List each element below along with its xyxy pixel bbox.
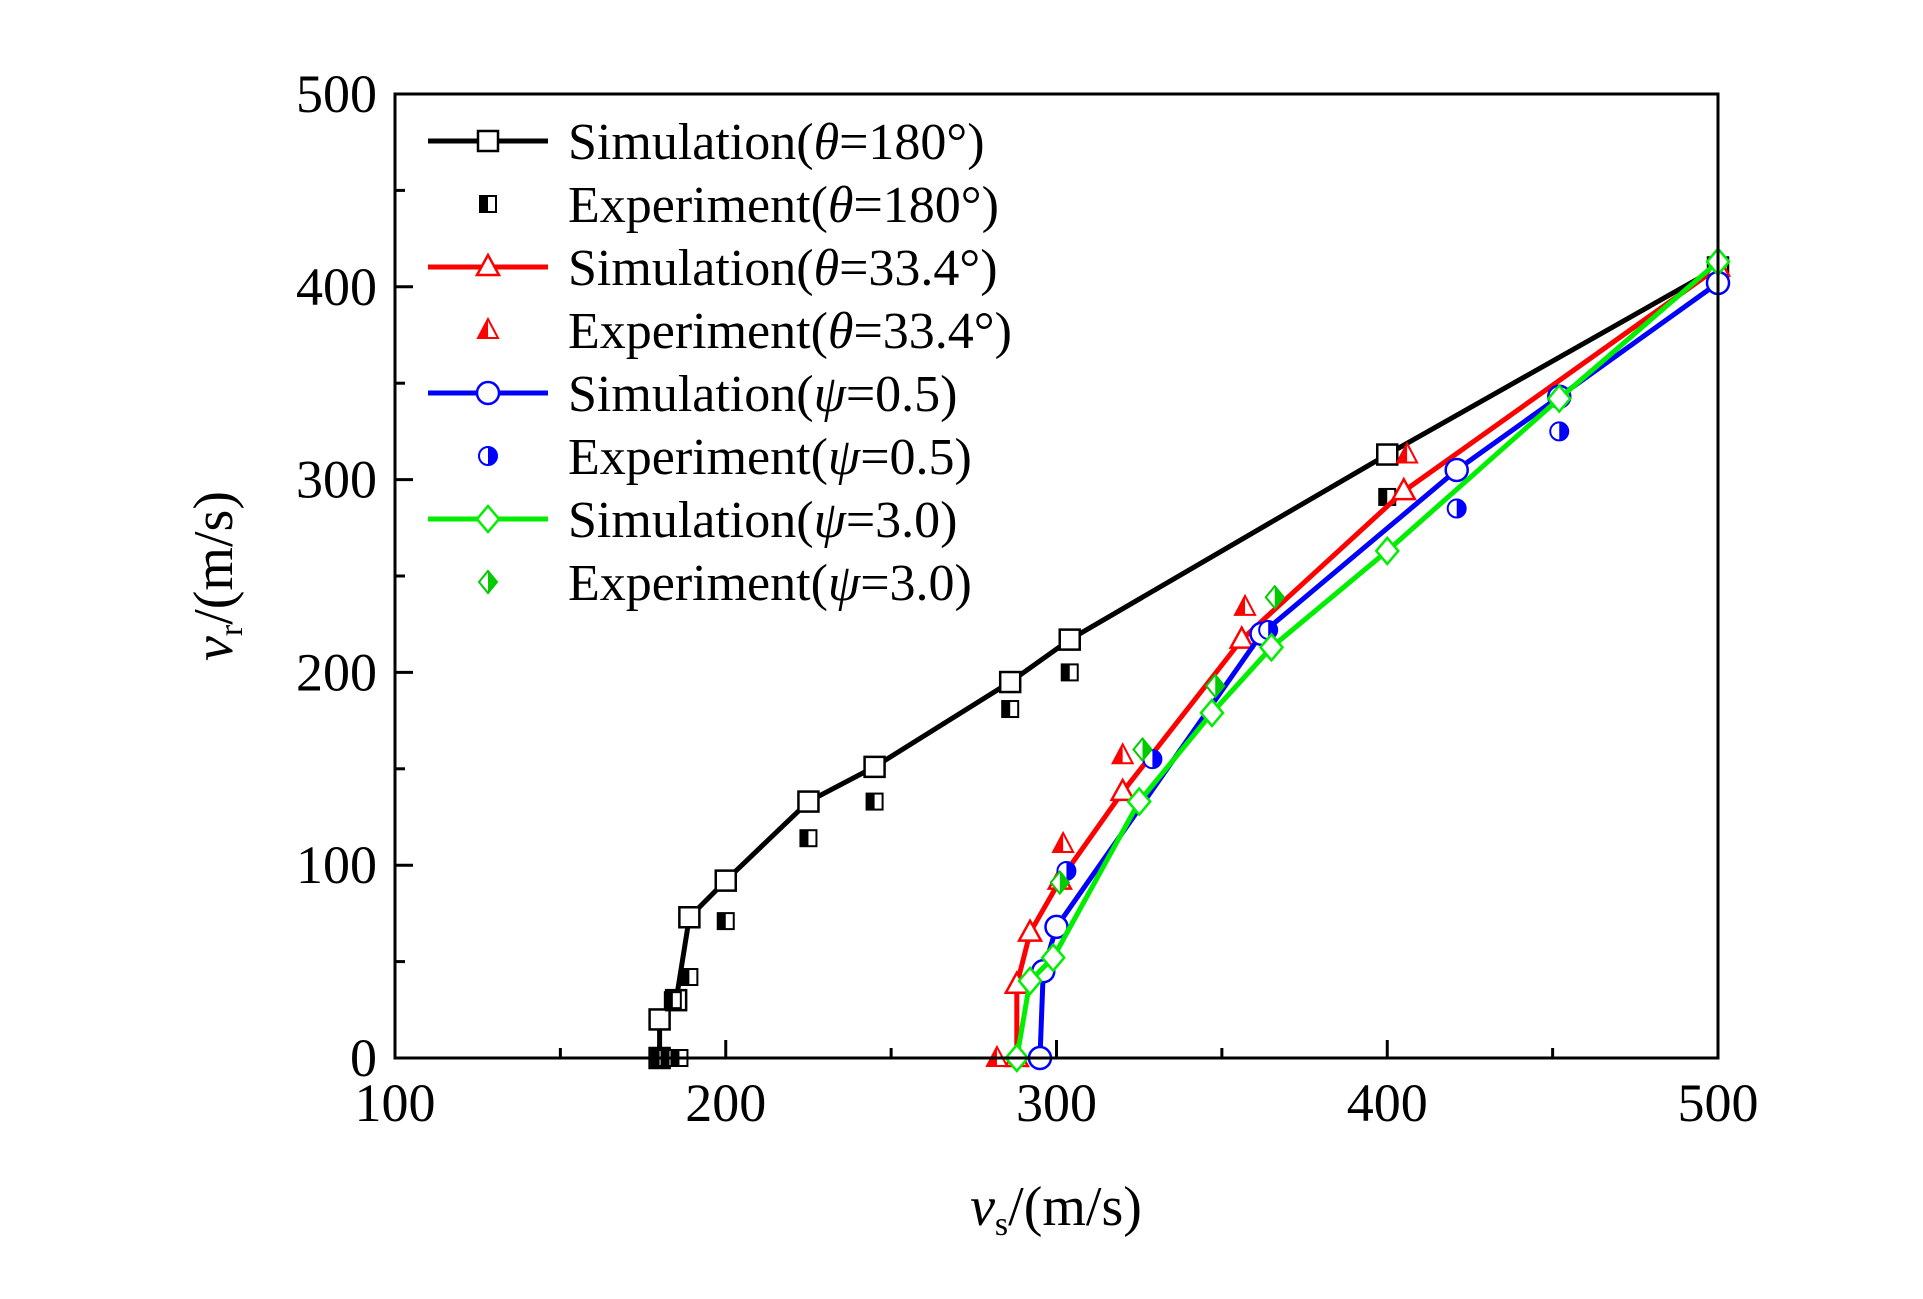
data-point	[1204, 673, 1226, 699]
data-point	[1001, 700, 1020, 719]
y-tick-label: 0	[350, 1028, 377, 1088]
data-point	[1390, 476, 1417, 501]
legend-label: Simulation(ψ=3.0)	[568, 492, 958, 549]
series-3	[985, 441, 1419, 1067]
legend-entry: Simulation(θ=33.4°)	[428, 240, 998, 297]
data-point	[663, 991, 682, 1010]
data-point	[1049, 869, 1071, 896]
x-tick-label: 500	[1678, 1073, 1759, 1133]
data-point	[1376, 443, 1399, 466]
legend-entry: Experiment(ψ=3.0)	[477, 555, 972, 612]
data-point	[1040, 942, 1066, 973]
legend-marker	[476, 129, 500, 153]
legend-marker	[477, 569, 499, 595]
data-point	[797, 790, 820, 813]
x-tick-label: 200	[685, 1073, 766, 1133]
legend-entry: Experiment(ψ=0.5)	[478, 429, 972, 486]
legend-marker	[478, 446, 498, 466]
data-point	[1549, 421, 1570, 442]
legend-label: Simulation(θ=33.4°)	[568, 240, 998, 297]
data-point	[1374, 536, 1400, 566]
legend-marker	[476, 316, 500, 339]
legend-entry: Experiment(θ=33.4°)	[476, 303, 1012, 360]
legend-marker	[475, 380, 501, 406]
data-point	[1017, 965, 1043, 996]
legend-entry: Simulation(ψ=3.0)	[428, 492, 958, 549]
data-point	[1444, 457, 1469, 483]
x-tick-label: 400	[1347, 1073, 1428, 1133]
y-tick-label: 200	[296, 642, 377, 702]
series-line	[1037, 280, 1720, 1059]
data-point	[678, 906, 701, 929]
series-6	[1004, 246, 1731, 1073]
legend-marker	[475, 504, 501, 534]
series-7	[1049, 584, 1286, 896]
x-axis-title: vs/(m/s)	[970, 1176, 1142, 1243]
data-point	[1132, 736, 1153, 763]
data-point	[1199, 697, 1225, 728]
legend-label: Simulation(θ=180°)	[568, 114, 985, 171]
data-point	[1060, 663, 1079, 682]
x-tick-label: 100	[355, 1073, 436, 1133]
y-tick-label: 100	[296, 835, 377, 895]
series-2	[1003, 252, 1732, 1068]
data-point	[1264, 584, 1286, 610]
data-point	[714, 869, 737, 892]
data-point	[863, 755, 886, 779]
legend-label: Experiment(ψ=3.0)	[568, 555, 972, 612]
data-point	[1258, 632, 1285, 663]
data-point	[716, 912, 735, 931]
data-point	[799, 829, 818, 848]
series-4	[1027, 270, 1731, 1071]
data-point	[1228, 625, 1255, 649]
series-line	[1014, 259, 1720, 1059]
legend-marker	[474, 252, 502, 277]
legend-entry: Experiment(θ=180°)	[479, 177, 999, 234]
y-tick-label: 400	[296, 257, 377, 317]
data-point	[1446, 498, 1467, 519]
series-layer	[648, 246, 1732, 1073]
y-tick-label: 500	[296, 64, 377, 124]
data-point	[1126, 786, 1152, 817]
data-point	[1110, 742, 1135, 765]
legend-entry: Simulation(ψ=0.5)	[428, 366, 958, 423]
data-point	[865, 792, 884, 811]
data-point	[1233, 593, 1257, 616]
legend-label: Experiment(θ=180°)	[568, 177, 999, 234]
data-point	[1051, 830, 1075, 853]
legend-marker	[479, 195, 497, 213]
data-point	[1546, 383, 1572, 414]
data-point	[648, 1008, 671, 1031]
y-tick-label: 300	[296, 450, 377, 510]
data-point	[1109, 777, 1136, 802]
data-point	[1058, 628, 1081, 651]
data-point	[1395, 441, 1419, 464]
data-point	[1016, 918, 1044, 942]
series-line	[1014, 265, 1720, 1058]
y-axis-title: vr/(m/s)	[183, 491, 250, 661]
legend-label: Simulation(ψ=0.5)	[568, 366, 958, 423]
x-tick-label: 300	[1016, 1073, 1097, 1133]
legend: Simulation(θ=180°) Experiment(θ=180°) Simu…	[428, 114, 1012, 612]
legend-entry: Simulation(θ=180°)	[428, 114, 985, 171]
data-point	[998, 670, 1022, 694]
legend-label: Experiment(ψ=0.5)	[568, 429, 972, 486]
legend-label: Experiment(θ=33.4°)	[568, 303, 1012, 360]
data-point	[680, 968, 699, 987]
